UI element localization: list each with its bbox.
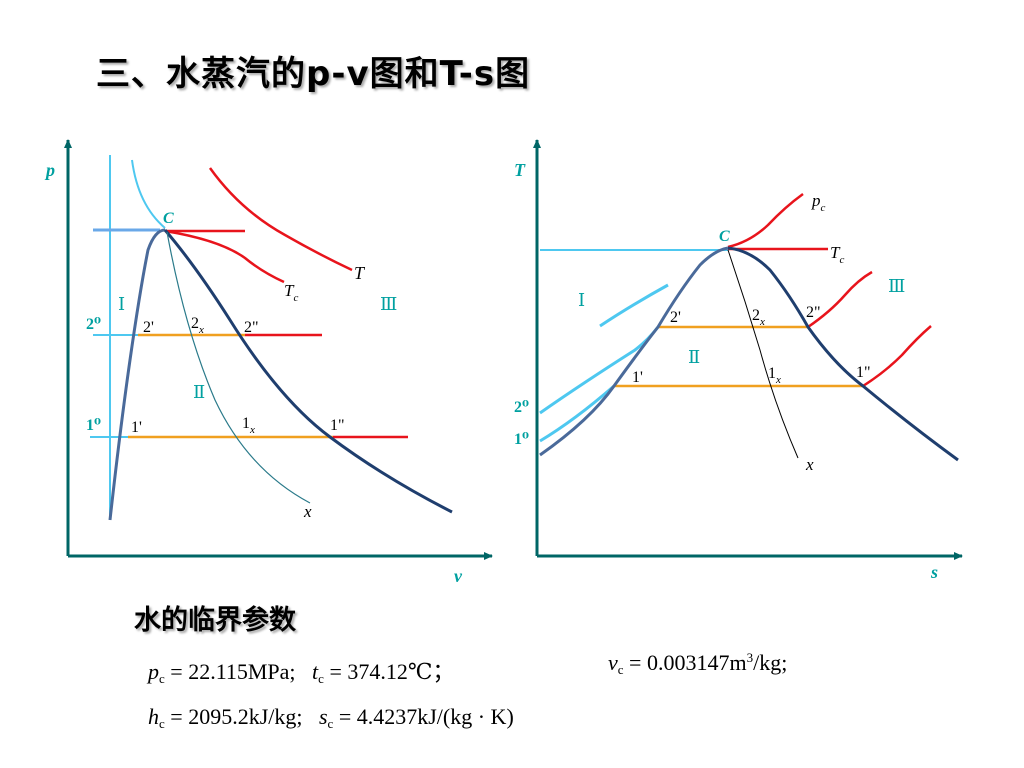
ts-superheat-line-1 [862, 325, 932, 388]
ts-pt-2p: 2' [670, 309, 681, 326]
pv-saturated-vapor-line [163, 229, 453, 514]
pv-pt-2pp: 2" [244, 319, 259, 336]
pv-liquid-curve [131, 159, 166, 229]
pv-T-label: T [354, 263, 366, 283]
ts-quality-line [727, 249, 799, 459]
eq-vc: vc = 0.003147m3/kg; [608, 650, 788, 677]
pv-x-line-label: x [303, 502, 312, 521]
pv-Tc-label: Tc [284, 281, 298, 304]
ts-x-line-label: x [805, 455, 814, 474]
ts-critical-label: C [719, 228, 730, 245]
pv-x-label: v [454, 566, 463, 586]
pv-pt-2p: 2' [143, 319, 154, 336]
pv-saturated-liquid-line [108, 228, 166, 521]
pv-quality-line [166, 231, 311, 504]
ts-pt-2pp: 2" [806, 304, 821, 321]
ts-liquid-line-3 [539, 384, 615, 443]
pv-p1-label: 1⁰ [86, 417, 101, 434]
ts-saturated-liquid-line [539, 246, 729, 457]
ts-Tc-label: Tc [830, 243, 844, 266]
ts-diagram: T s C pc Tc x 2⁰ 1⁰ Ⅰ Ⅱ Ⅲ 2' 2x 2" 1' 1x… [514, 139, 963, 582]
slide-title: 三、水蒸汽的p-v图和T-s图 [96, 54, 531, 94]
ts-region-1: Ⅰ [578, 290, 585, 310]
ts-pt-1x: 1x [768, 365, 781, 386]
pv-region-1: Ⅰ [118, 294, 125, 314]
ts-pt-2x: 2x [752, 307, 765, 328]
ts-x-label: s [930, 562, 938, 582]
pv-diagram: p v C T Tc x 2⁰ 1⁰ Ⅰ Ⅱ Ⅲ 2' 2x 2" 1' 1x … [44, 139, 493, 586]
eq-pc-tc: pc = 22.115MPa; tc = 374.12℃； [148, 659, 455, 686]
pv-isotherm-T [208, 167, 353, 272]
ts-saturated-vapor-line [727, 246, 959, 462]
ts-superheat-line-2 [807, 270, 873, 329]
ts-critical-isobar [727, 192, 804, 249]
pv-region-2: Ⅱ [193, 382, 205, 402]
pv-pt-1p: 1' [131, 419, 142, 436]
pv-critical-isotherm [164, 229, 285, 284]
pv-pt-1x: 1x [242, 415, 255, 436]
ts-pt-1p: 1' [632, 369, 643, 386]
pv-p2-label: 2⁰ [86, 316, 101, 333]
pv-pt-2x: 2x [191, 315, 204, 336]
ts-liquid-line-1 [599, 283, 669, 328]
ts-p2-label: 2⁰ [514, 399, 529, 416]
critical-params-title: 水的临界参数 [134, 605, 296, 636]
ts-pc-label: pc [811, 191, 826, 214]
ts-p1-label: 1⁰ [514, 431, 529, 448]
ts-region-2: Ⅱ [688, 347, 700, 367]
pv-region-3: Ⅲ [380, 294, 397, 314]
pv-y-label: p [44, 160, 55, 180]
pv-critical-label: C [163, 210, 174, 227]
ts-region-3: Ⅲ [888, 276, 905, 296]
eq-hc-sc: hc = 2095.2kJ/kg; sc = 4.4237kJ/(kg · K) [148, 704, 514, 731]
pv-pt-1pp: 1" [330, 417, 345, 434]
ts-y-label: T [514, 160, 526, 180]
ts-pt-1pp: 1" [856, 364, 871, 381]
